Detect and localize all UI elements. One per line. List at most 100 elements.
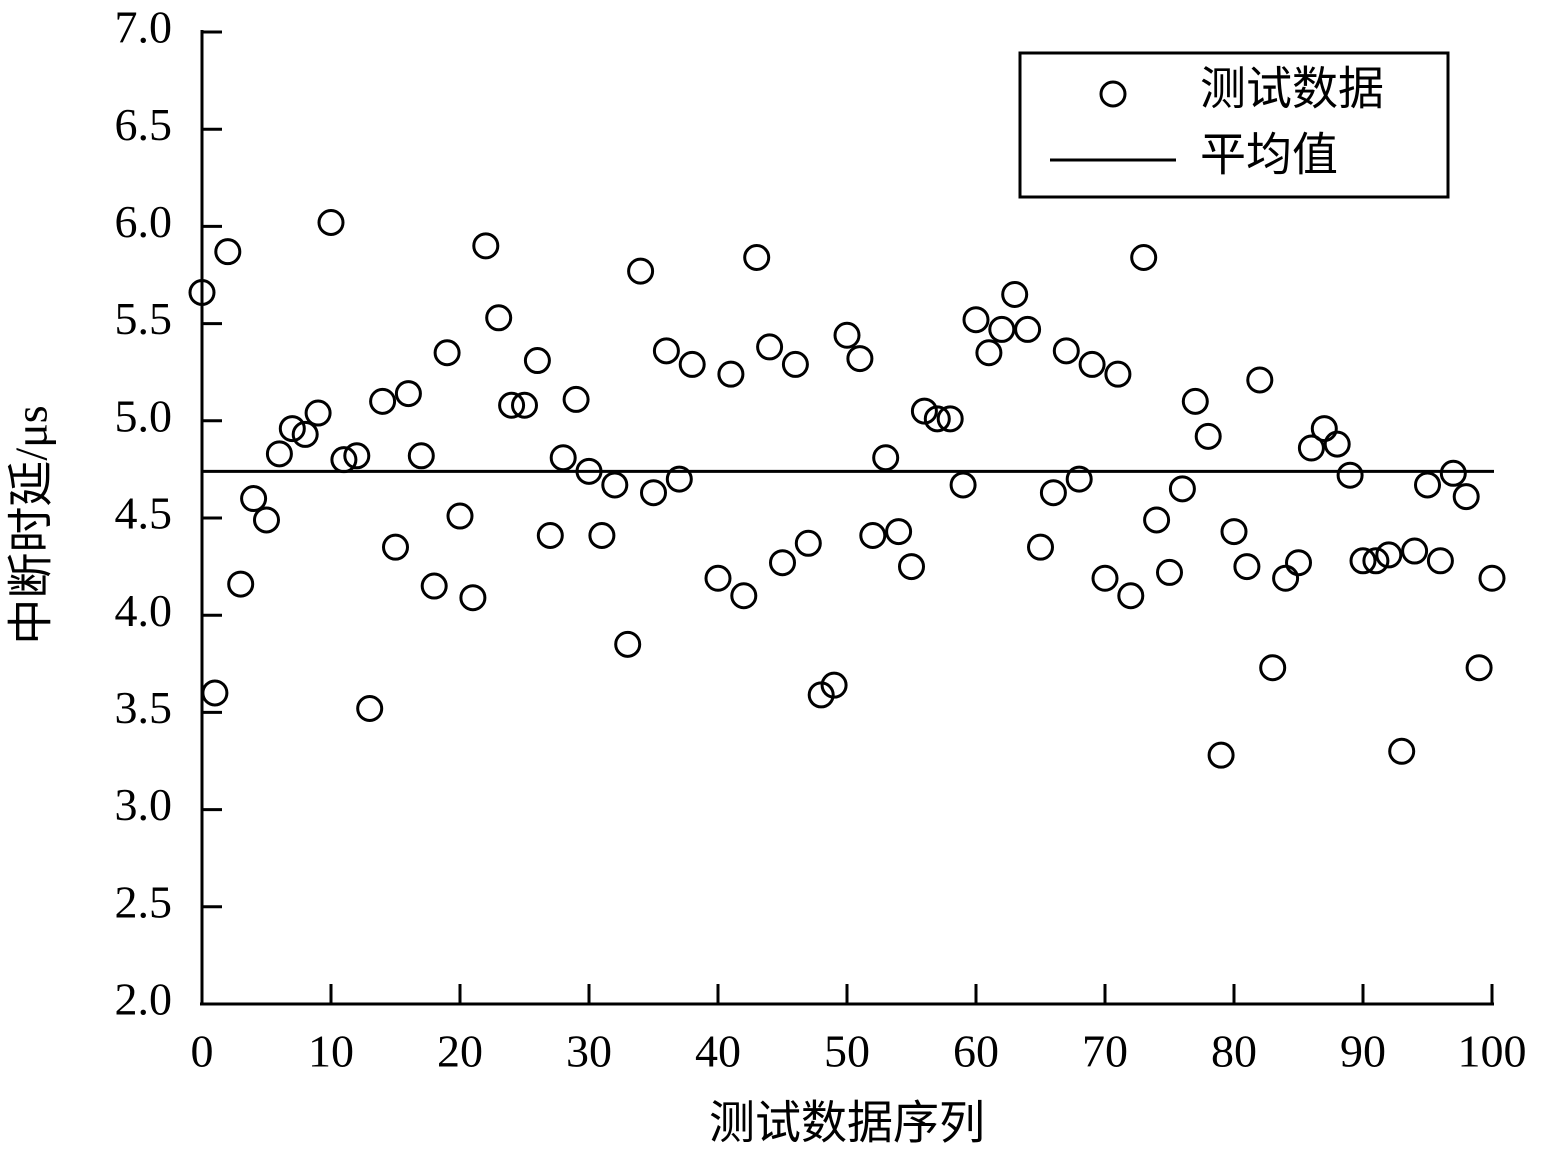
data-point [936,405,964,433]
data-point [781,350,809,378]
data-point [923,405,951,433]
x-tick-label: 100 [1458,1026,1527,1077]
data-point [1297,434,1325,462]
x-tick-label: 0 [191,1026,214,1077]
y-tick-label: 7.0 [115,2,173,53]
y-tick-label: 5.0 [115,390,173,441]
y-tick-label: 3.0 [115,779,173,830]
data-point [420,572,448,600]
x-tick-label: 70 [1082,1026,1128,1077]
data-point [730,582,758,610]
data-point [1104,360,1132,388]
legend-marker [1099,80,1127,108]
data-point [640,479,667,507]
data-point [898,553,925,581]
y-tick-label: 4.5 [115,488,173,539]
data-point [1168,475,1196,503]
data-point [382,533,409,561]
data-point [1194,422,1222,450]
data-point [1414,471,1441,499]
y-tick-label: 2.0 [115,974,173,1025]
data-point [304,399,332,427]
data-point [872,444,900,472]
data-point [743,244,771,272]
data-point [988,315,1016,343]
data-point [523,347,551,375]
x-tick-label: 60 [953,1026,999,1077]
data-point [549,444,577,472]
data-point [369,387,397,415]
x-axis-title: 测试数据序列 [709,1098,985,1149]
data-point [407,442,435,470]
y-tick-label: 6.5 [115,99,173,150]
data-point [588,521,616,549]
data-point [1039,479,1067,507]
y-tick-label: 2.5 [115,876,173,927]
data-point [665,465,693,493]
data-point [614,630,642,658]
data-point [201,679,229,707]
y-tick-label: 3.5 [115,682,173,733]
y-tick-label: 6.0 [115,196,173,247]
data-point [1001,280,1029,308]
data-point [1207,741,1235,769]
data-point [472,232,500,260]
data-point [291,420,319,448]
data-point [1452,483,1480,511]
data-point [1246,366,1274,394]
data-point [356,695,384,723]
data-point [1220,518,1248,546]
data-point [1078,350,1106,378]
data-point [433,339,461,367]
data-point [949,471,977,499]
data-point [1323,430,1351,458]
data-point [446,502,474,530]
data-point [278,415,306,443]
x-tick-label: 90 [1340,1026,1386,1077]
data-point [1052,337,1080,365]
data-point [975,339,1003,367]
data-point [704,564,732,592]
data-point [511,391,538,419]
data-point [536,521,564,549]
data-point [1349,547,1377,575]
data-point [652,337,680,365]
data-point [1388,737,1416,765]
data-point [214,238,242,266]
y-axis-title: 中断时延/μs [6,405,57,644]
data-point [627,257,655,285]
data-point [1401,537,1429,565]
data-point [1375,541,1403,569]
data-point [1336,461,1364,489]
data-point [394,380,422,408]
data-point [1117,582,1145,610]
data-point [833,321,861,349]
data-point [1426,547,1454,575]
data-point [253,506,280,534]
data-point [1439,459,1467,487]
y-tick-label: 5.5 [115,293,173,344]
data-point [601,471,629,499]
x-tick-label: 30 [566,1026,612,1077]
data-point [846,345,874,373]
x-tick-label: 80 [1211,1026,1257,1077]
data-point [485,304,513,332]
data-point [769,549,796,577]
data-point [1181,387,1209,415]
data-point [1465,654,1493,682]
data-point [1065,465,1093,493]
data-point [1259,654,1287,682]
data-point [1027,533,1054,561]
data-point [459,584,487,612]
data-point [820,671,848,699]
data-point [1014,315,1042,343]
data-point [1143,506,1171,534]
data-point [1156,558,1183,586]
data-point [1310,415,1338,443]
data-point [240,485,268,513]
data-point [885,518,913,546]
data-point [1130,244,1158,272]
data-point [265,440,293,468]
legend-box [1018,51,1450,199]
